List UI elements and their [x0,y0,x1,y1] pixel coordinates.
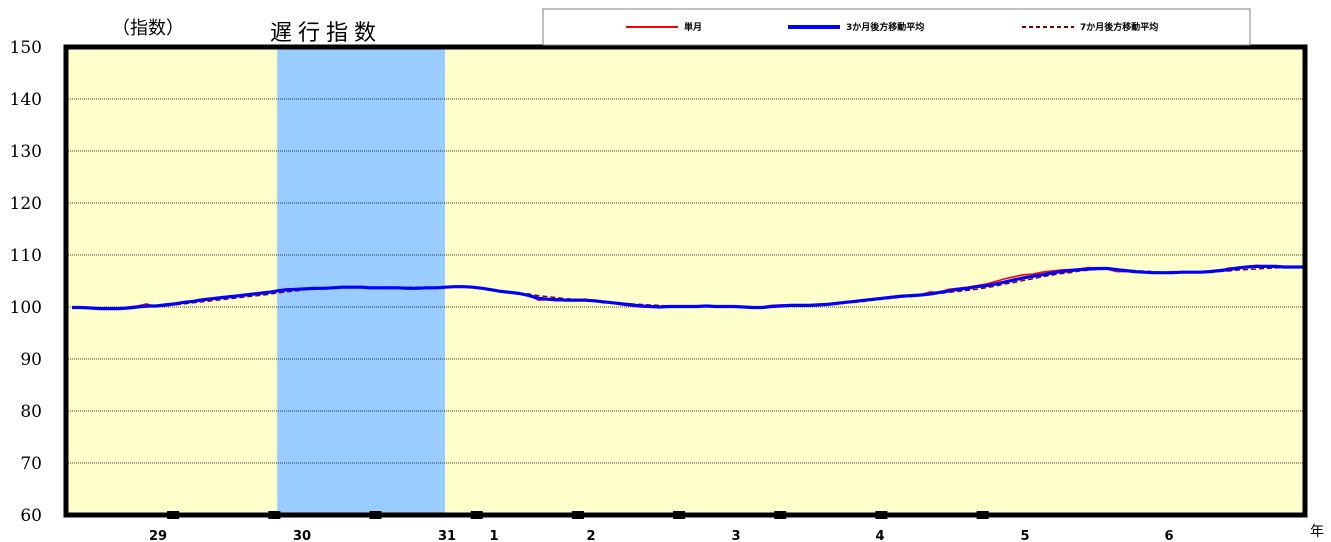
x-axis-unit: 年 [1310,524,1324,540]
year-marker-6 [774,511,787,519]
y-tick-80: 80 [20,402,42,422]
y-tick-90: 90 [20,350,42,370]
legend: 単月 3か月後方移動平均 7か月後方移動平均 [542,8,1251,46]
series-line-ma3 [72,264,1303,311]
y-tick-110: 110 [10,246,42,266]
y-tick-120: 120 [10,194,42,214]
recession-band-0 [277,47,446,515]
chart-title: 遅行指数 [270,21,382,46]
series-lines [72,264,1304,311]
x-tick-3: 3 [731,529,740,542]
x-tick-5: 5 [1020,529,1029,542]
year-marker-5 [673,511,686,519]
y-tick-100: 100 [10,298,42,318]
x-tick-6: 6 [1164,529,1173,542]
x-tick-31: 31 [438,529,456,542]
year-marker-8 [976,511,989,519]
y-tick-labels: 150 140 130 120 110 100 90 80 70 60 [10,38,42,526]
year-marker-7 [875,511,888,519]
legend-label-single: 単月 [684,21,702,33]
x-tick-30: 30 [293,529,311,542]
x-tick-labels: 29 30 31 1 2 3 4 5 6 [149,511,1174,542]
year-marker-1 [268,511,281,519]
plot-frame [63,44,1308,518]
y-tick-60: 60 [20,506,42,526]
x-tick-2: 2 [586,529,595,542]
recession-shading [277,47,446,515]
legend-label-ma7: 7か月後方移動平均 [1080,21,1158,33]
y-tick-70: 70 [20,454,42,474]
y-tick-130: 130 [10,142,42,162]
plot-background [66,47,1305,515]
x-tick-4: 4 [875,529,884,542]
legend-label-ma3: 3か月後方移動平均 [846,21,924,33]
year-marker-3 [470,511,483,519]
y-tick-140: 140 [10,90,42,110]
y-axis-label: （指数） [112,18,184,39]
year-marker-0 [167,511,180,519]
year-marker-2 [369,511,382,519]
year-marker-4 [571,511,584,519]
y-tick-150: 150 [10,38,42,58]
gridlines [66,98,1305,464]
x-tick-29: 29 [149,529,167,542]
x-tick-1: 1 [489,529,498,542]
